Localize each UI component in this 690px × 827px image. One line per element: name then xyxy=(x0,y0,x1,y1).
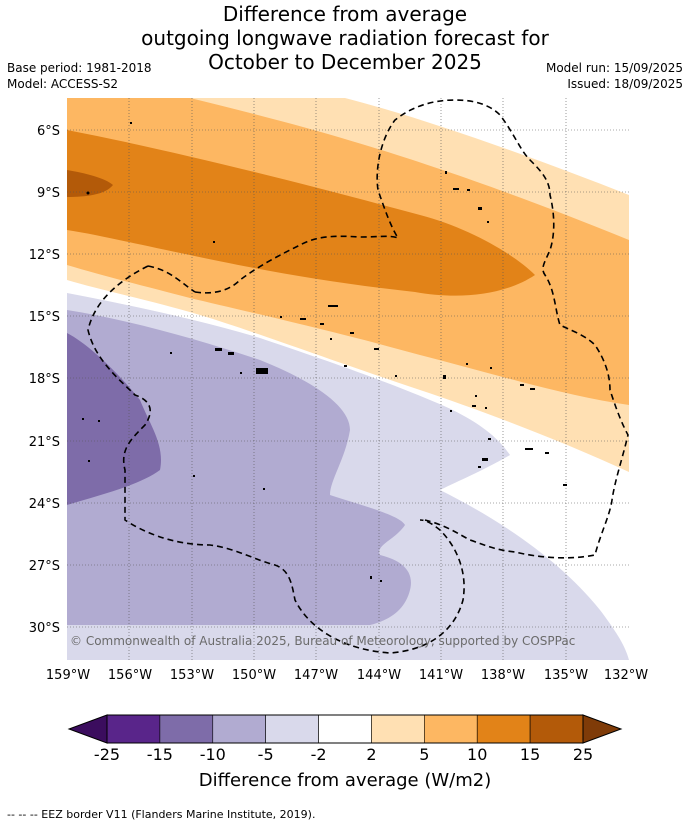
colorbar-segment xyxy=(212,714,266,744)
colorbar-under-arrow xyxy=(67,714,108,744)
colorbar-segment xyxy=(106,714,161,744)
colorbar-tick-label: 10 xyxy=(467,745,488,764)
lon-label: 141°W xyxy=(419,668,463,683)
model-run: Model run: 15/09/2025 xyxy=(545,61,683,75)
lon-label: 132°W xyxy=(604,668,648,683)
lat-label: 6°S xyxy=(37,124,60,139)
eez-cook-upper xyxy=(147,265,196,293)
meta-right: Model run: 15/09/2025 Issued: 18/09/2025 xyxy=(546,60,683,92)
eez-cook-islands xyxy=(87,265,465,654)
lat-label: 12°S xyxy=(29,248,60,263)
longitude-labels: 159°W 156°W 153°W 150°W 147°W 144°W 141°… xyxy=(46,668,648,683)
base-period: Base period: 1981-2018 xyxy=(7,61,152,75)
colorbar xyxy=(67,714,623,744)
band-15-25 xyxy=(67,170,113,197)
issued-date: Issued: 18/09/2025 xyxy=(567,77,683,91)
lon-label: 156°W xyxy=(108,668,152,683)
eez-french-polynesia xyxy=(194,99,629,559)
colorbar-outline xyxy=(106,714,584,744)
latitude-labels: 6°S 9°S 12°S 15°S 18°S 21°S 24°S 27°S 30… xyxy=(29,124,60,636)
title-line-1: Difference from average xyxy=(222,2,468,26)
colorbar-segment xyxy=(529,714,584,744)
grid-lines xyxy=(67,98,629,660)
islands xyxy=(82,122,567,582)
colorbar-label: Difference from average (W/m2) xyxy=(198,770,492,791)
colorbar-over-arrow xyxy=(582,714,623,744)
lat-label: 15°S xyxy=(29,310,60,325)
title-line-2: outgoing longwave radiation forecast for xyxy=(141,26,549,50)
lon-label: 138°W xyxy=(481,668,525,683)
lat-label: 27°S xyxy=(29,559,60,574)
band-minus-10-15 xyxy=(67,333,161,505)
colorbar-segment xyxy=(265,714,319,744)
copyright-notice: © Commonwealth of Australia 2025, Bureau… xyxy=(70,634,576,648)
colorbar-tick-label: 15 xyxy=(519,745,541,764)
lon-label: 135°W xyxy=(544,668,588,683)
colorbar-segment xyxy=(318,714,372,744)
lat-label: 18°S xyxy=(29,372,60,387)
colorbar-segment xyxy=(424,714,478,744)
map-title: Difference from average outgoing longwav… xyxy=(0,2,690,74)
colorbar-tick-label: 25 xyxy=(572,745,594,764)
eez-footnote: -- -- -- EEZ border V11 (Flanders Marine… xyxy=(7,808,316,821)
lon-label: 144°W xyxy=(357,668,401,683)
colorbar-tick-label: -5 xyxy=(257,745,274,764)
colorbar-tick-label: 2 xyxy=(366,745,377,764)
colorbar-segment xyxy=(371,714,425,744)
map-plot-area xyxy=(67,98,629,660)
colorbar-tick-label: -2 xyxy=(310,745,327,764)
lon-label: 147°W xyxy=(294,668,338,683)
colorbar-segment xyxy=(476,714,531,744)
title-line-3: October to December 2025 xyxy=(208,50,482,74)
lon-label: 159°W xyxy=(46,668,90,683)
lat-label: 30°S xyxy=(29,621,60,636)
colorbar-segments xyxy=(106,714,584,744)
colorbar-segment xyxy=(159,714,214,744)
colorbar-tick-label: -15 xyxy=(146,745,173,764)
colorbar-tick-label: -25 xyxy=(93,745,121,764)
lat-label: 9°S xyxy=(37,186,60,201)
colorbar-tick-label: 5 xyxy=(419,745,430,764)
model-name: Model: ACCESS-S2 xyxy=(7,77,119,91)
colorbar-tick-label: -10 xyxy=(199,745,226,764)
lon-label: 150°W xyxy=(232,668,276,683)
lat-label: 21°S xyxy=(29,435,60,450)
lat-label: 24°S xyxy=(29,497,60,512)
meta-left: Base period: 1981-2018 Model: ACCESS-S2 xyxy=(7,60,152,92)
eez-borders xyxy=(87,99,629,654)
band-minus-5-10 xyxy=(67,310,411,625)
lon-label: 153°W xyxy=(170,668,214,683)
